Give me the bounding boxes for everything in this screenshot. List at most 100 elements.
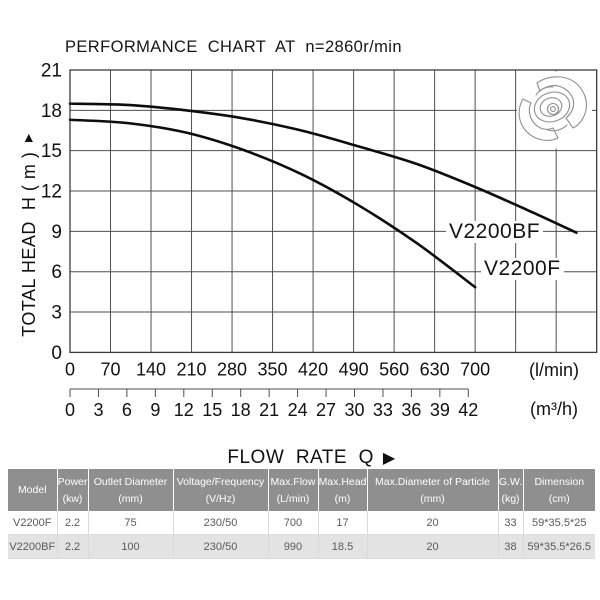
table-cell: 59*35.5*25 — [523, 511, 595, 535]
y-axis-title-text: TOTAL HEAD H ( m ) — [18, 151, 39, 337]
header-line1: Outlet Diameter — [93, 475, 168, 488]
header-line2: (mm) — [420, 492, 445, 505]
x-tick-label-m3h: 9 — [150, 400, 160, 420]
header-line1: G.W. — [498, 475, 523, 488]
y-tick-label: 9 — [51, 222, 62, 243]
x-tick-label-m3h: 42 — [458, 400, 478, 420]
x-tick-label-lmin: 630 — [420, 360, 450, 380]
curve-v2200f — [68, 118, 477, 289]
table-cell: 17 — [318, 511, 368, 535]
table-cell: 33 — [498, 511, 524, 535]
header-cell: Max.Head (m) — [318, 469, 368, 511]
x-tick-label-m3h: 27 — [316, 400, 336, 420]
header-line1: Max.Head — [318, 475, 367, 488]
x-tick-label-m3h: 39 — [430, 400, 450, 420]
header-line2: (cm) — [548, 492, 570, 505]
table-cell: 230/50 — [173, 511, 269, 535]
x-tick-label-m3h: 6 — [122, 400, 132, 420]
table-cell: 990 — [268, 534, 319, 559]
y-tick-label: 12 — [41, 182, 62, 203]
x-tick-label-lmin: 0 — [65, 360, 75, 380]
table-cell: V2200F — [8, 511, 58, 535]
header-line1: Model — [17, 484, 47, 496]
y-tick-label: 21 — [41, 61, 62, 82]
x-tick-label-m3h: 30 — [344, 400, 364, 420]
table-cell: 230/50 — [173, 534, 269, 559]
table-row: V2200BF 2.2 100 230/50 990 18.5 20 38 59*35.5*26… — [8, 534, 595, 559]
table-cell: 2.2 — [57, 511, 89, 535]
header-cell: G.W. (kg) — [498, 469, 524, 511]
header-cell: Max.Diameter of Particle (mm) — [367, 469, 499, 511]
table-cell: 700 — [268, 511, 319, 535]
x-tick-label-m3h: 12 — [174, 400, 194, 420]
x-tick-label-lmin: 350 — [258, 360, 288, 380]
header-cell: Model — [8, 469, 58, 511]
x-tick-label-lmin: 560 — [379, 360, 409, 380]
header-line1: Voltage/Frequency — [176, 475, 265, 488]
y-tick-label: 6 — [51, 262, 62, 283]
x-tick-label-lmin: 420 — [298, 360, 328, 380]
chart-curves — [68, 102, 578, 289]
impeller-icon — [517, 71, 592, 149]
header-line1: Power — [57, 475, 88, 488]
header-cell: Dimension (cm) — [523, 469, 595, 511]
table-cell: V2200BF — [8, 534, 58, 559]
y-tick-label: 0 — [51, 343, 62, 364]
y-tick-label: 18 — [41, 101, 62, 122]
x-axis-title: FLOW RATE Q ▶ — [150, 425, 450, 491]
header-cell: Voltage/Frequency (V/Hz) — [173, 469, 269, 511]
table-cell: 20 — [367, 534, 499, 559]
header-line2: (kg) — [501, 492, 520, 505]
x-tick-label-lmin: 280 — [217, 360, 247, 380]
y-axis-title: TOTAL HEAD H ( m ) ▲ — [17, 102, 41, 364]
x-tick-label-m3h: 15 — [202, 400, 222, 420]
table-cell: 20 — [367, 511, 499, 535]
table-cell: 18.5 — [318, 534, 368, 559]
x-tick-label-lmin: 70 — [100, 360, 120, 380]
table-cell: 38 — [498, 534, 524, 559]
header-line2: (mm) — [118, 492, 143, 505]
x-tick-label-lmin: 140 — [136, 360, 166, 380]
chart-title: PERFORMANCE CHART AT n=2860r/min — [65, 38, 402, 56]
header-line1: Max.Flow — [270, 475, 316, 488]
x-tick-label-m3h: 3 — [93, 400, 103, 420]
y-tick-label: 3 — [51, 303, 62, 324]
header-cell: Outlet Diameter (mm) — [88, 469, 174, 511]
table-row: V2200F 2.2 75 230/50 700 17 20 33 59*35.5*25 — [8, 511, 595, 535]
table-cell: 100 — [88, 534, 174, 559]
header-line1: Dimension — [534, 475, 585, 488]
up-arrow-icon: ▲ — [21, 128, 37, 145]
table-cell: 59*35.5*26.5 — [523, 534, 595, 559]
right-arrow-icon: ▶ — [382, 450, 396, 467]
header-line2: (L/min) — [276, 492, 310, 505]
table-cell: 2.2 — [57, 534, 89, 559]
y-tick-label: 15 — [41, 141, 62, 162]
x-tick-label-lmin: 210 — [177, 360, 207, 380]
header-cell: Max.Flow (L/min) — [268, 469, 319, 511]
x-axis-title-text: FLOW RATE Q — [227, 447, 374, 468]
curve-label-v2200bf: V2200BF — [446, 221, 544, 243]
x-tick-label-m3h: 21 — [259, 400, 279, 420]
x-tick-label-m3h: 33 — [373, 400, 393, 420]
header-line2: (m) — [334, 492, 351, 505]
curve-v2200bf — [68, 102, 578, 235]
header-line2: (V/Hz) — [205, 492, 236, 505]
table-cell: 75 — [88, 511, 174, 535]
x-tick-label-m3h: 24 — [288, 400, 308, 420]
curve-label-v2200f: V2200F — [481, 258, 564, 280]
x-tick-label-m3h: 36 — [401, 400, 421, 420]
x-tick-label-lmin: 490 — [339, 360, 369, 380]
x-axis-unit-lmin: (l/min) — [529, 360, 579, 380]
x-tick-label-lmin: 700 — [460, 360, 490, 380]
table-header-row: Model Power (kw) Outlet Diameter (mm) Voltage… — [8, 469, 595, 511]
plot-border — [69, 69, 598, 354]
spec-table: Model Power (kw) Outlet Diameter (mm) Voltage… — [8, 469, 595, 559]
header-line1: Max.Diameter of Particle — [375, 475, 490, 488]
x-axis-unit-m3h: (m³/h) — [530, 399, 578, 419]
x-tick-label-m3h: 18 — [231, 400, 251, 420]
x-tick-label-m3h: 0 — [65, 400, 75, 420]
header-line2: (kw) — [62, 492, 83, 505]
